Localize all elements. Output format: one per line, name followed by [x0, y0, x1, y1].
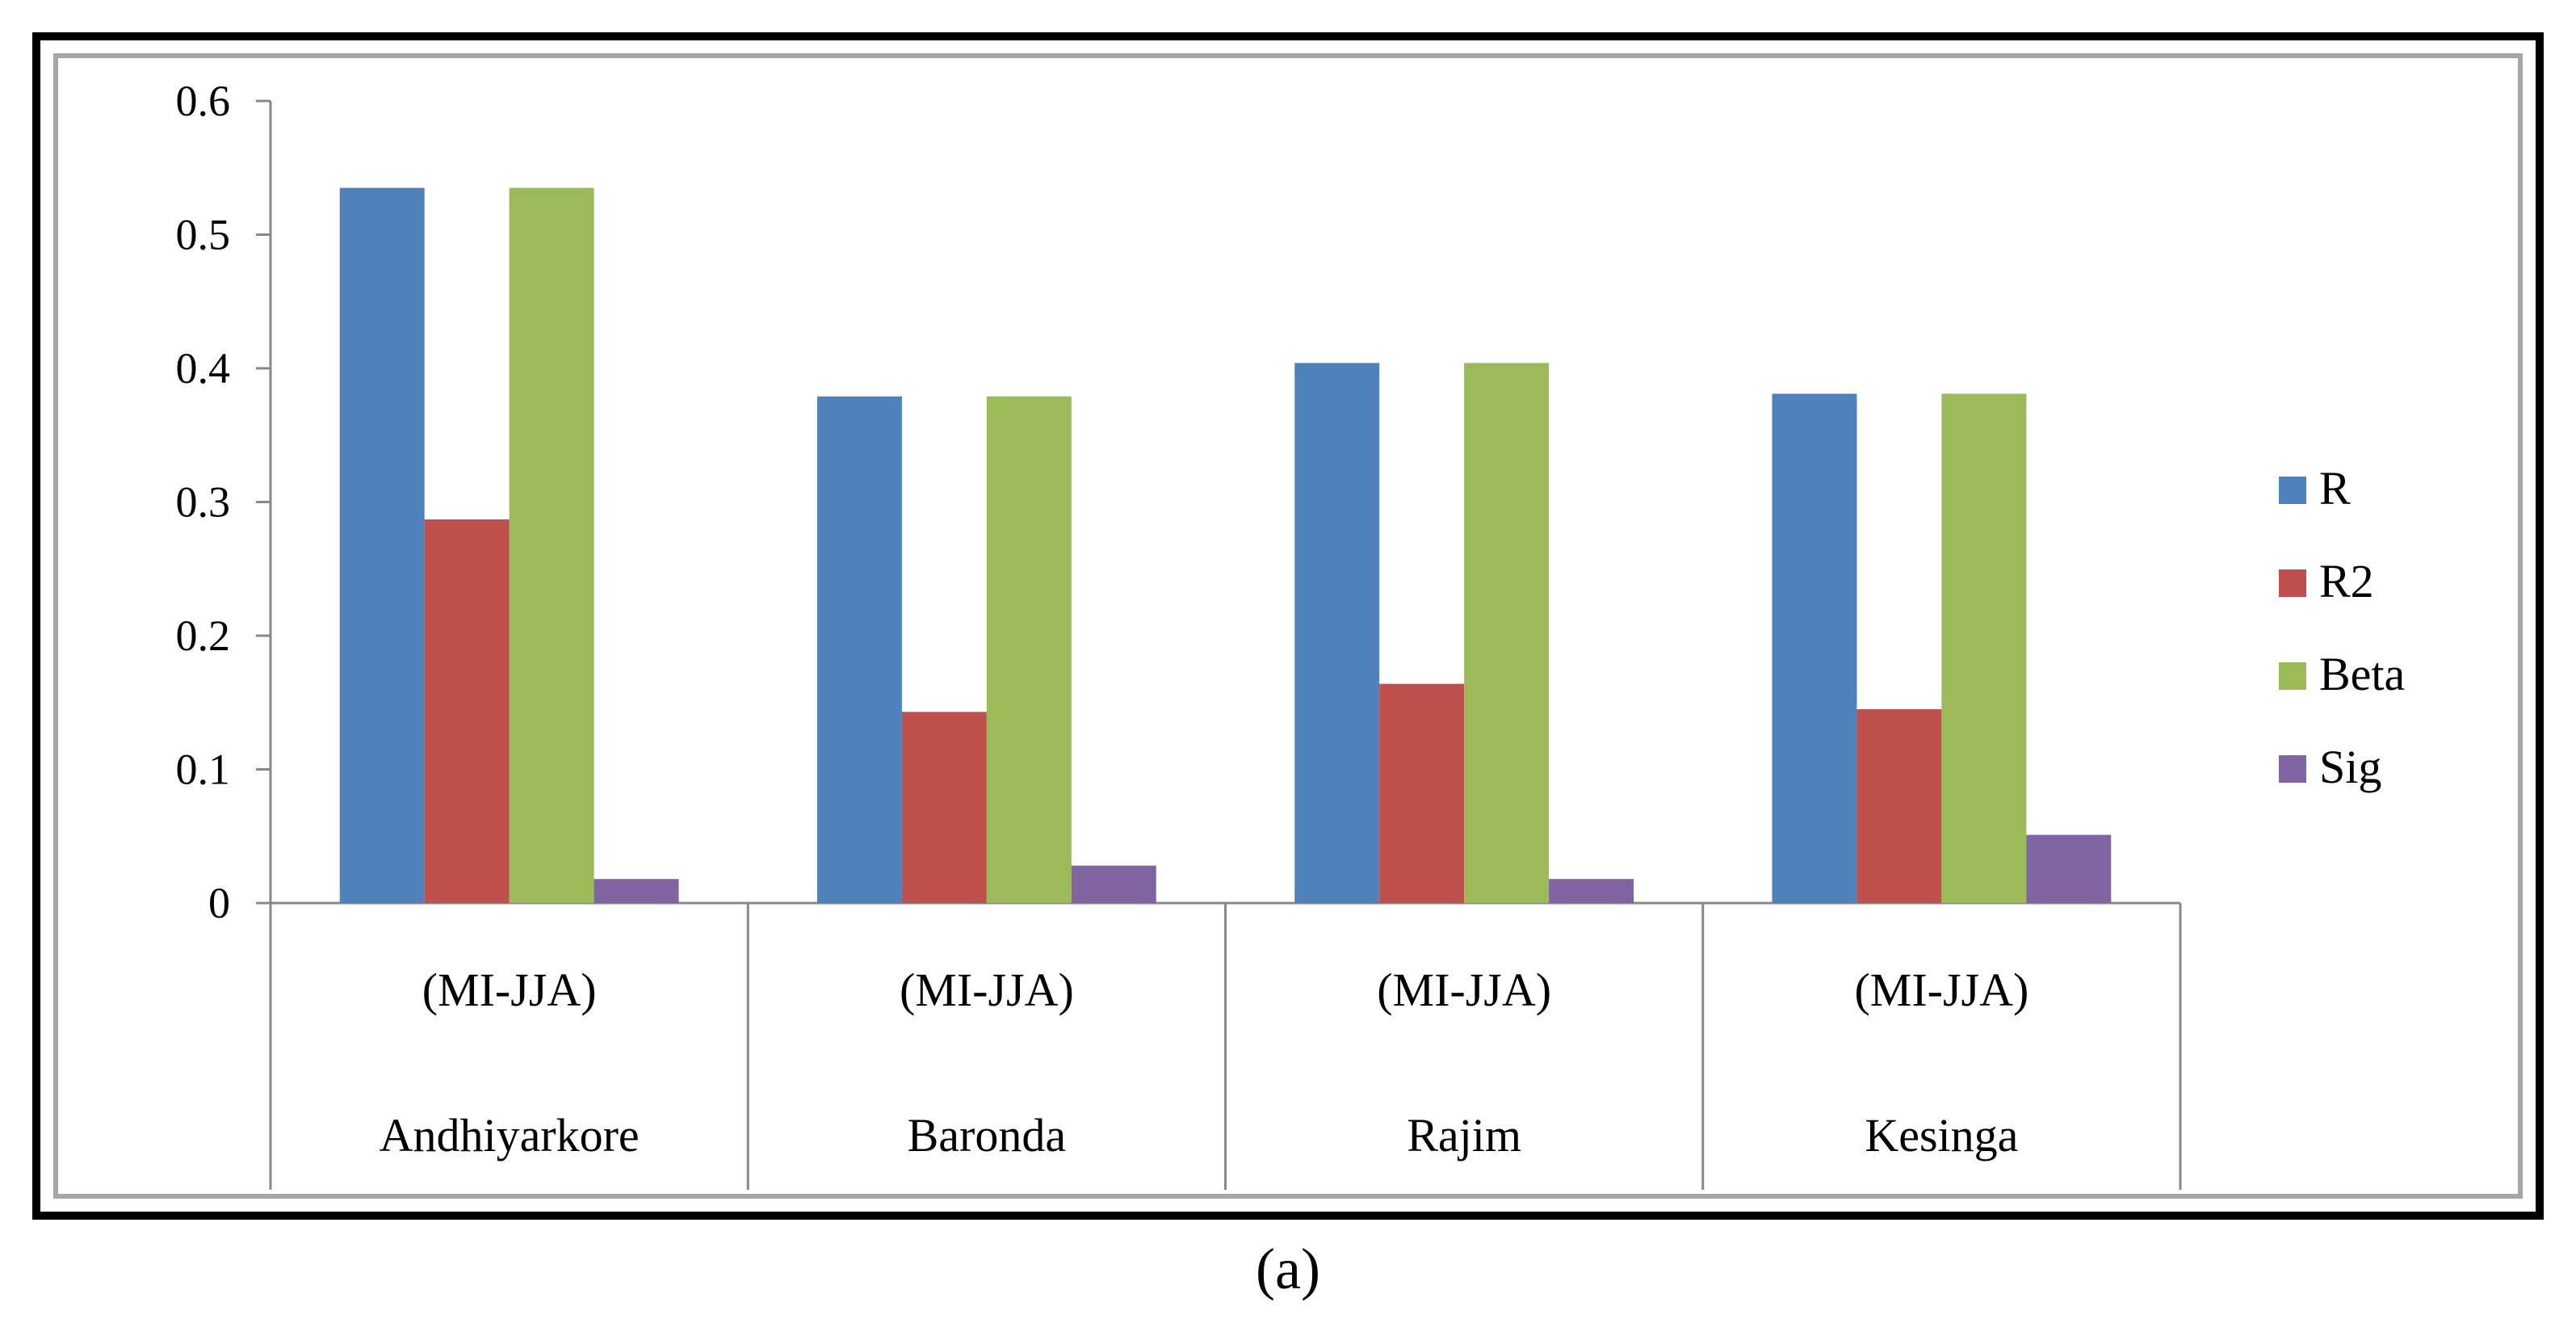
y-tick-label: 0.2	[176, 611, 231, 660]
legend-label-r2: R2	[2319, 555, 2374, 607]
y-tick-label: 0.3	[176, 478, 231, 527]
bar-chart: 0 0.1 0.2 0.3 0.4 0.5 0.6 (MI-JJA) Andhiyarkore…	[176, 77, 2405, 1190]
bar-r-2	[1294, 363, 1380, 903]
bar-sig-2	[1549, 879, 1634, 903]
category-label: (MI-JJA)	[1854, 964, 2028, 1016]
chart-plot-border	[53, 53, 2523, 1199]
legend-label-r: R	[2319, 462, 2351, 515]
category-label: (MI-JJA)	[900, 964, 1074, 1016]
category-label: (MI-JJA)	[422, 964, 597, 1016]
y-tick-label: 0.4	[176, 344, 231, 393]
category-label: Baronda	[908, 1109, 1067, 1162]
category-label: (MI-JJA)	[1377, 964, 1551, 1016]
y-tick-label: 0	[208, 879, 230, 927]
category-label: Andhiyarkore	[380, 1109, 640, 1162]
bar-beta-2	[1464, 363, 1550, 903]
bar-r2-1	[901, 712, 987, 903]
bar-sig-1	[1071, 865, 1156, 903]
bar-r-1	[816, 396, 902, 903]
bar-r2-3	[1856, 709, 1942, 903]
category-labels: (MI-JJA) Andhiyarkore (MI-JJA) Baronda (MI-J…	[380, 964, 2029, 1162]
bar-beta-1	[986, 396, 1072, 903]
y-tick-label: 0.5	[176, 211, 231, 259]
y-tick-label: 0.6	[176, 77, 231, 125]
bar-r-0	[339, 187, 425, 903]
figure-caption: (a)	[1256, 1237, 1320, 1301]
legend-swatch-sig	[2279, 755, 2306, 783]
y-tick-label: 0.1	[176, 746, 231, 794]
bar-sig-0	[594, 879, 679, 903]
legend-swatch-r2	[2279, 569, 2306, 597]
chart-axes: 0 0.1 0.2 0.3 0.4 0.5 0.6	[176, 77, 2182, 1190]
category-label: Rajim	[1407, 1109, 1521, 1162]
bar-r2-0	[424, 519, 510, 903]
bar-beta-3	[1941, 393, 2027, 903]
legend-label-sig: Sig	[2319, 741, 2381, 793]
legend-swatch-r	[2279, 477, 2306, 504]
bar-sig-3	[2026, 834, 2112, 903]
bar-beta-0	[509, 187, 594, 903]
legend-swatch-beta	[2279, 662, 2306, 690]
bar-r-3	[1772, 393, 1857, 903]
chart-bars	[339, 187, 2112, 903]
category-label: Kesinga	[1865, 1109, 2018, 1162]
chart-legend: R R2 Beta Sig	[2279, 462, 2405, 793]
bar-r2-2	[1379, 683, 1465, 903]
legend-label-beta: Beta	[2319, 648, 2405, 700]
